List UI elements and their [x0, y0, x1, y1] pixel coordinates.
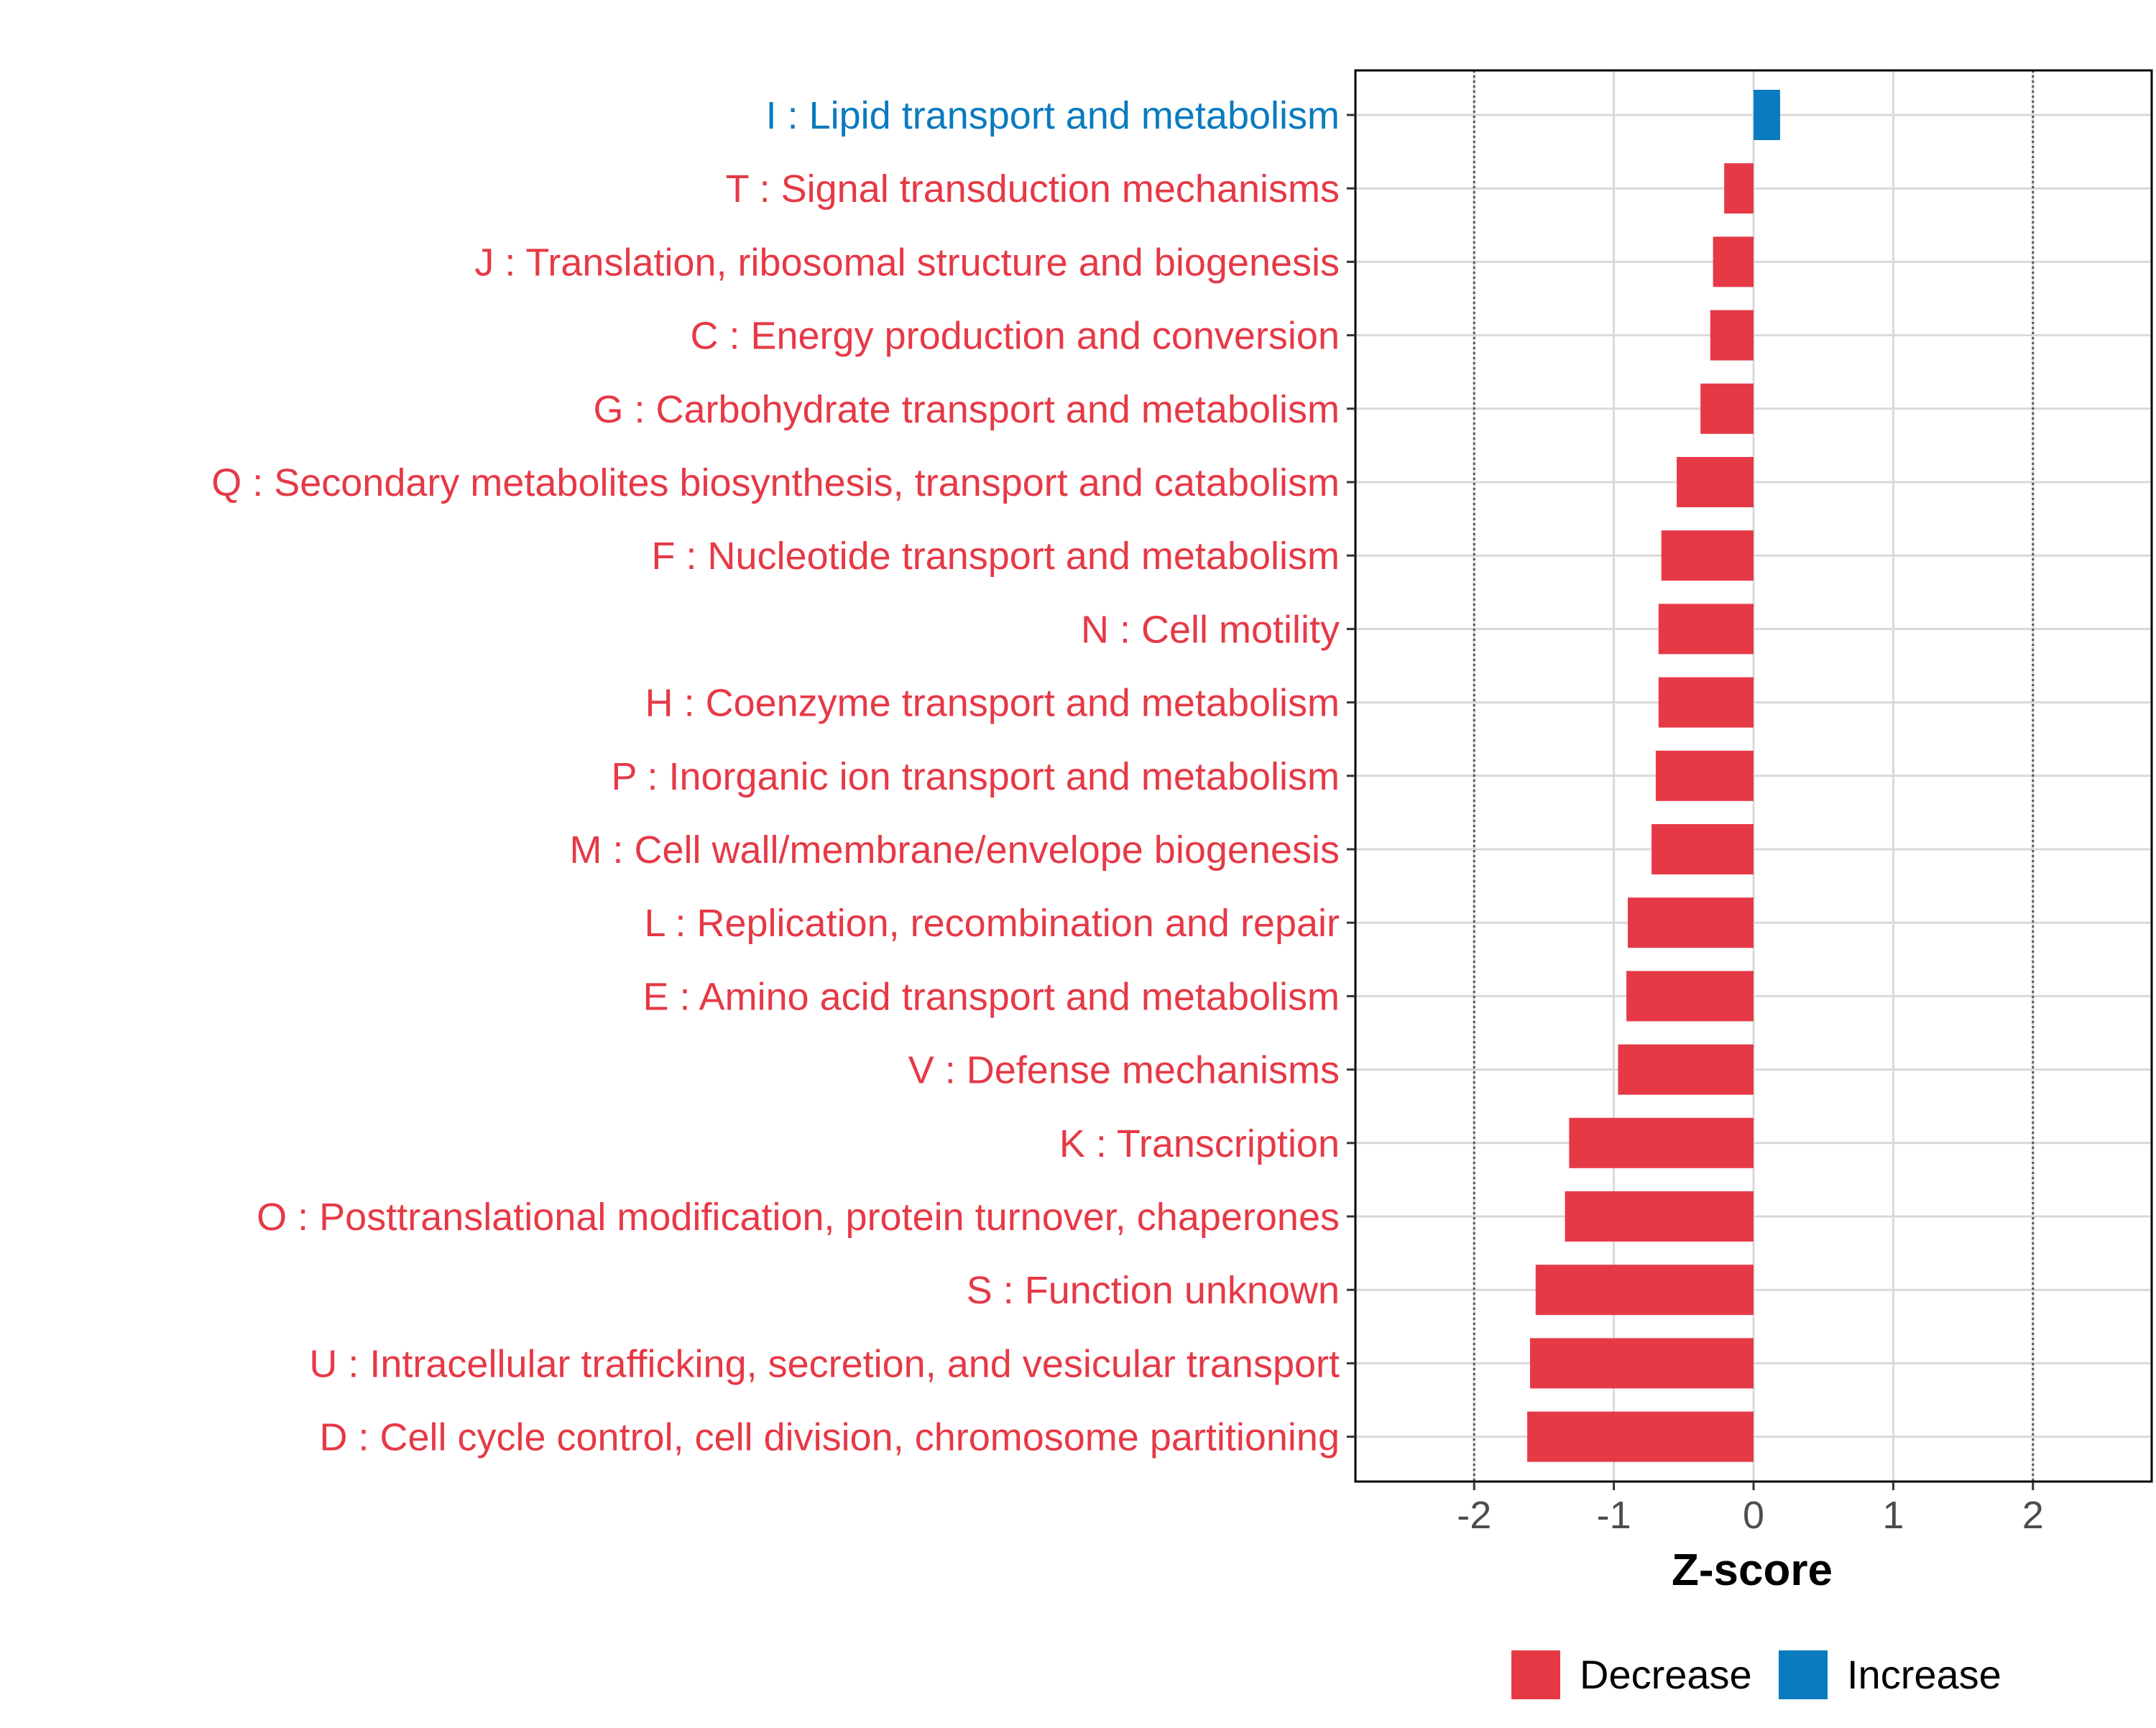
bar-15 — [1565, 1191, 1754, 1242]
bar-14 — [1569, 1117, 1754, 1168]
y-tick-label-7: N : Cell motility — [1081, 608, 1340, 651]
x-tick-label-2: 0 — [1743, 1494, 1764, 1537]
x-tick-label-0: -2 — [1457, 1494, 1491, 1537]
legend-label-increase: Increase — [1847, 1652, 2001, 1697]
y-tick-label-8: H : Coenzyme transport and metabolism — [645, 682, 1340, 725]
x-tick-label-4: 2 — [2022, 1494, 2044, 1537]
bar-10 — [1651, 824, 1754, 874]
legend-swatch-decrease — [1511, 1650, 1560, 1699]
y-tick-label-2: J : Translation, ribosomal structure and… — [474, 241, 1340, 284]
bar-16 — [1535, 1265, 1754, 1316]
bar-18 — [1527, 1411, 1754, 1462]
bar-8 — [1658, 677, 1754, 728]
reference-lines — [1473, 70, 2035, 1482]
y-tick-label-4: G : Carbohydrate transport and metabolis… — [594, 388, 1340, 431]
y-tick-label-3: C : Energy production and conversion — [690, 315, 1340, 358]
bar-2 — [1713, 236, 1754, 287]
bar-12 — [1626, 971, 1754, 1022]
legend-label-decrease: Decrease — [1580, 1652, 1752, 1697]
y-tick-label-16: S : Function unknown — [967, 1269, 1340, 1312]
bar-11 — [1628, 897, 1754, 948]
y-tick-label-18: D : Cell cycle control, cell division, c… — [319, 1416, 1340, 1459]
bar-6 — [1661, 530, 1754, 581]
x-axis-title: Z-score — [1672, 1546, 1833, 1595]
bars — [1527, 90, 1780, 1462]
y-tick-label-13: V : Defense mechanisms — [908, 1049, 1340, 1092]
y-tick-label-12: E : Amino acid transport and metabolism — [643, 975, 1340, 1018]
y-tick-label-5: Q : Secondary metabolites biosynthesis, … — [211, 461, 1340, 504]
bar-7 — [1658, 604, 1754, 655]
y-tick-label-14: K : Transcription — [1059, 1122, 1340, 1165]
bar-17 — [1529, 1338, 1754, 1389]
bar-4 — [1700, 383, 1754, 434]
y-tick-label-10: M : Cell wall/membrane/envelope biogenes… — [569, 828, 1340, 872]
y-tick-label-15: O : Posttranslational modification, prot… — [257, 1196, 1340, 1239]
x-axis: -2 -1 0 1 2 — [1457, 1482, 2044, 1537]
x-tick-label-3: 1 — [1882, 1494, 1904, 1537]
y-tick-label-1: T : Signal transduction mechanisms — [726, 167, 1340, 211]
bar-3 — [1710, 310, 1754, 361]
y-tick-label-6: F : Nucleotide transport and metabolism — [652, 535, 1340, 578]
y-tick-label-9: P : Inorganic ion transport and metaboli… — [611, 755, 1340, 798]
y-tick-label-17: U : Intracellular trafficking, secretion… — [309, 1342, 1340, 1385]
y-tick-label-0: I : Lipid transport and metabolism — [766, 94, 1340, 137]
bar-1 — [1724, 163, 1754, 214]
y-axis: I : Lipid transport and metabolism T : Si… — [211, 94, 1355, 1459]
legend: Decrease Increase — [1511, 1650, 2001, 1699]
bar-9 — [1655, 750, 1754, 801]
bar-5 — [1677, 457, 1754, 507]
y-tick-label-11: L : Replication, recombination and repai… — [644, 902, 1340, 945]
bar-0 — [1754, 90, 1780, 140]
legend-swatch-increase — [1779, 1650, 1828, 1699]
x-tick-label-1: -1 — [1597, 1494, 1631, 1537]
bar-13 — [1618, 1044, 1754, 1095]
